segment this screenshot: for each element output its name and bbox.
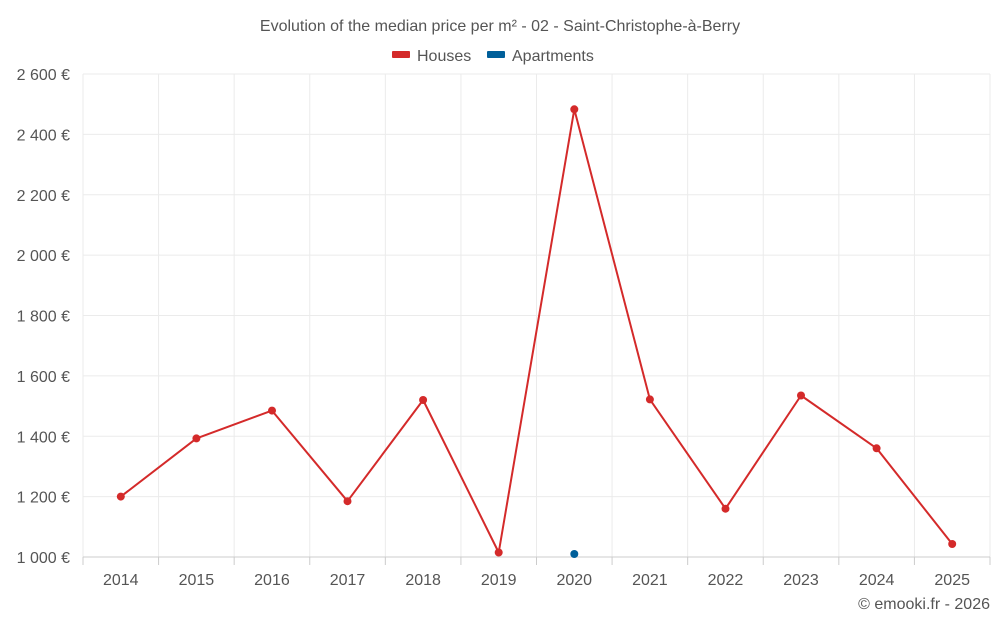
legend-item-houses[interactable]: Houses (392, 48, 471, 65)
y-tick-label: 1 400 € (17, 429, 70, 446)
x-tick-label: 2021 (632, 572, 668, 589)
y-tick-label: 1 200 € (17, 490, 70, 507)
x-tick-label: 2024 (859, 572, 895, 589)
data-point-houses-2019[interactable] (494, 548, 503, 557)
axes: 1 000 € 1 200 € 1 400 € 1 600 € 1 800 € 2 000… (17, 67, 991, 589)
data-point-houses-2023[interactable] (797, 391, 805, 400)
y-tick-label: 1 800 € (17, 309, 70, 326)
data-point-houses-2025[interactable] (948, 540, 957, 548)
data-point-houses-2017[interactable] (343, 497, 352, 506)
legend-label-houses: Houses (417, 48, 471, 65)
data-point-houses-2021[interactable] (645, 395, 654, 404)
credit-text: © emooki.fr - 2026 (858, 596, 990, 613)
x-tick-label: 2019 (481, 572, 517, 589)
y-tick-label: 2 400 € (17, 127, 70, 144)
y-tick-label: 2 000 € (17, 248, 70, 265)
y-tick-label: 2 200 € (17, 188, 70, 205)
y-tick-label: 2 600 € (17, 67, 70, 84)
data-point-houses-2015[interactable] (192, 434, 201, 443)
data-point-houses-2014[interactable] (116, 492, 125, 501)
data-point-houses-2024[interactable] (872, 444, 881, 453)
legend-item-apartments[interactable]: Apartments (487, 48, 594, 65)
chart-title: Evolution of the median price per m² - 0… (260, 18, 740, 35)
x-tick-label: 2015 (179, 572, 215, 589)
x-tick-label: 2016 (254, 572, 290, 589)
x-tick-label: 2017 (330, 572, 366, 589)
y-tick-label: 1 000 € (17, 550, 70, 567)
data-point-apartments-2020[interactable] (570, 550, 579, 558)
legend-swatch-apartments (487, 51, 505, 58)
x-tick-label: 2018 (405, 572, 441, 589)
legend-label-apartments: Apartments (512, 48, 594, 65)
x-tick-label: 2022 (708, 572, 744, 589)
data-point-houses-2020[interactable] (570, 105, 579, 114)
data-series (116, 105, 957, 558)
data-point-houses-2022[interactable] (721, 504, 730, 513)
data-point-houses-2016[interactable] (268, 406, 276, 415)
x-tick-label: 2020 (556, 572, 592, 589)
x-tick-label: 2025 (934, 572, 970, 589)
series-line-houses (120, 108, 953, 554)
x-tick-label: 2023 (783, 572, 819, 589)
data-point-houses-2018[interactable] (419, 396, 428, 404)
chart-legend: Houses Apartments (392, 48, 594, 65)
y-tick-label: 1 600 € (17, 369, 70, 386)
legend-swatch-houses (392, 51, 410, 58)
grid-lines (82, 73, 991, 557)
x-tick-label: 2014 (103, 572, 139, 589)
